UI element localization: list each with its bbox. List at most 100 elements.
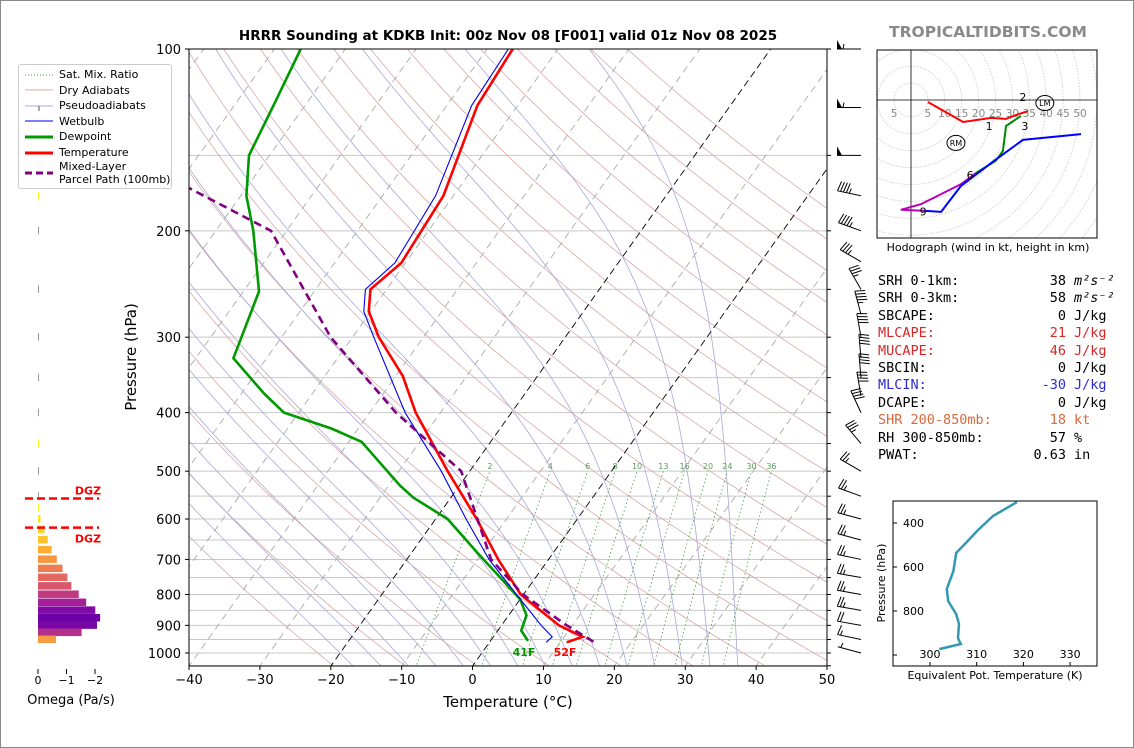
highlight-isotherm: [471, 168, 827, 666]
isotherm: [259, 49, 701, 666]
barb-staff: [837, 589, 862, 595]
barb-staff: [837, 634, 862, 641]
mixing-ratio-label: 4: [548, 462, 553, 471]
stat-row: MUCAPE: 46 J/kg: [878, 343, 1115, 360]
wind-barb: [839, 241, 862, 263]
mixing-ratio-label: 10: [632, 462, 642, 471]
barb-feather: [839, 545, 845, 556]
omega-bar: [38, 492, 39, 500]
y-tick-label: 200: [156, 225, 181, 240]
y-tick-label: 1000: [148, 647, 181, 662]
mixing-ratio-label: 2: [487, 462, 492, 471]
omega-bar: [38, 621, 97, 629]
stat-unit: m²s⁻²: [1074, 273, 1115, 289]
barb-feather: [840, 504, 846, 514]
isotherm: [189, 49, 630, 666]
barb-staff: [839, 249, 862, 263]
stat-value: 57: [1049, 429, 1066, 446]
hodo-marker-rm: RM: [950, 139, 963, 148]
pseudoadiabat: [464, 49, 711, 666]
brand-logo[interactable]: TROPICALTIDBITS.COM: [889, 23, 1087, 41]
stat-label: SBCIN:: [878, 360, 927, 377]
barb-feather: [850, 267, 861, 272]
barb-feather: [859, 339, 870, 342]
wind-barb: [837, 146, 861, 156]
barb-feather: [837, 181, 843, 192]
stat-row: SBCIN: 0 J/kg: [878, 360, 1115, 377]
omega-bar: [38, 573, 68, 582]
legend-item: Temperature: [19, 146, 129, 159]
stat-value: 38: [1049, 273, 1066, 289]
barb-half-feather: [847, 250, 852, 255]
wind-barb: [850, 387, 865, 413]
mixed-layer-parcel-path-mb-profile: [189, 187, 595, 643]
pseudoadiabat: [189, 406, 437, 666]
x-tick-label: −10: [388, 673, 415, 688]
x-axis-label: Temperature (°C): [442, 693, 572, 711]
barb-half-feather: [842, 602, 846, 608]
barb-feather: [847, 422, 857, 428]
pseudoadiabat: [189, 472, 382, 666]
hodo-ring-label: 5: [891, 108, 898, 120]
dry-adiabat: [189, 411, 479, 666]
mixing-ratio-line: [575, 471, 638, 666]
dry-adiabat: [223, 49, 827, 583]
theta-e-border: [892, 500, 1098, 667]
hodo-height-label: 9: [920, 206, 927, 219]
barb-flag: [837, 40, 842, 49]
legend-swatch: [25, 89, 53, 91]
barb-feather: [858, 353, 870, 356]
wind-barb: [838, 213, 862, 232]
barb-staff: [839, 458, 862, 472]
dry-adiabat: [480, 49, 827, 336]
barb-feather: [845, 244, 853, 254]
legend-item: Mixed-Layer Parcel Path (100mb): [19, 160, 170, 186]
y-tick-label: 400: [156, 407, 181, 422]
plot-frame: [188, 48, 828, 667]
barb-staff: [845, 424, 862, 444]
legend-swatch: [25, 171, 53, 175]
hodograph-caption: Hodograph (wind in kt, height in km): [886, 241, 1090, 254]
barb-half-feather: [842, 102, 845, 108]
legend-item: Dry Adiabats: [19, 84, 130, 97]
wind-barb: [845, 419, 862, 444]
legend-swatch: [25, 120, 53, 122]
legend-item: Dewpoint: [19, 130, 111, 143]
omega-axis-label: Omega (Pa/s): [27, 693, 115, 708]
barb-feather: [842, 182, 848, 193]
theta-e-x-tick-label: 300: [920, 648, 941, 661]
hodo-marker-ring: [1035, 95, 1055, 112]
omega-bar: [38, 582, 72, 590]
omega-bar: [38, 408, 39, 417]
hodo-segment-6-9km: [900, 172, 977, 212]
barb-feather: [859, 336, 870, 339]
barb-feather: [836, 580, 842, 591]
omega-bar: [38, 598, 87, 607]
barb-feather: [837, 544, 843, 555]
wind-barb: [836, 611, 862, 626]
stat-row: SHR 200-850mb: 18 kt: [878, 412, 1115, 429]
hodo-height-label: 2: [1019, 91, 1026, 104]
dry-adiabat: [189, 350, 551, 666]
barb-feather: [840, 214, 847, 224]
pseudoadiabat: [189, 167, 573, 666]
barb-feather: [846, 216, 853, 226]
omega-bar: [38, 635, 56, 644]
mixing-ratio-label: 6: [585, 462, 590, 471]
omega-bar: [38, 285, 39, 293]
wind-barb: [856, 313, 869, 338]
barb-feather: [840, 525, 846, 535]
barb-feather: [854, 396, 865, 400]
barb-feather: [837, 624, 843, 635]
y-tick-label: 500: [156, 465, 181, 480]
hodo-ring-label: 20: [972, 108, 985, 120]
isotherm: [401, 68, 827, 666]
dgz-label: DGZ: [75, 485, 101, 498]
pseudoadiabat: [280, 49, 655, 666]
stat-value: 0.63: [1033, 447, 1066, 464]
barb-feather: [859, 359, 870, 362]
barb-feather: [850, 387, 861, 392]
pseudoadiabat: [215, 49, 628, 666]
hodo-ring-label: 15: [955, 108, 968, 120]
theta-e-y-tick-label: 600: [903, 561, 924, 574]
